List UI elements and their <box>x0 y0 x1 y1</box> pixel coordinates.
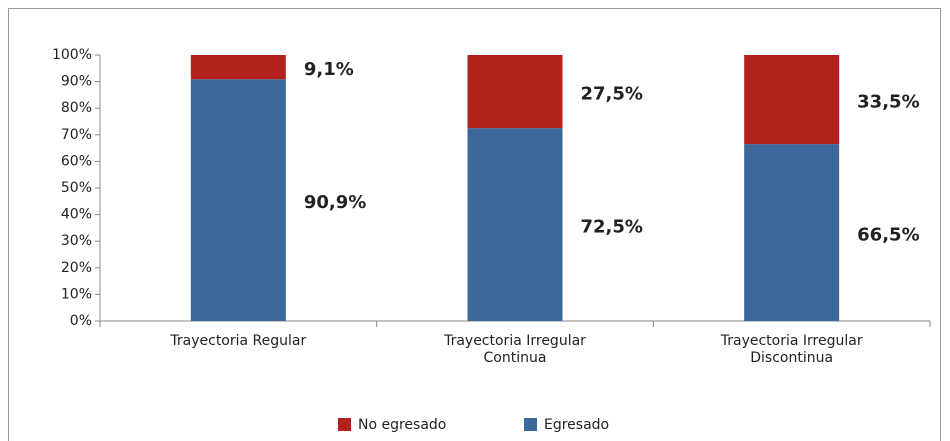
y-tick-label: 30% <box>61 233 92 249</box>
y-tick-label: 100% <box>52 47 92 63</box>
legend-label: No egresado <box>358 417 446 433</box>
x-tick-label: Trayectoria Regular <box>169 333 306 349</box>
x-tick-line: Discontinua <box>750 350 833 366</box>
x-tick-line: Trayectoria Irregular <box>443 333 586 349</box>
y-tick-label: 20% <box>61 260 92 276</box>
bar-segment <box>467 128 563 321</box>
legend-swatch <box>524 418 537 431</box>
legend-swatch <box>338 418 351 431</box>
value-label: 33,5% <box>857 92 919 113</box>
bar-segment <box>190 79 286 322</box>
value-label: 66,5% <box>857 225 919 246</box>
y-tick-label: 0% <box>70 313 92 329</box>
bar-segment <box>467 55 563 129</box>
x-tick-line: Trayectoria Irregular <box>720 333 863 349</box>
x-tick-line: Continua <box>484 350 547 366</box>
y-tick-label: 50% <box>61 180 92 196</box>
legend-label: Egresado <box>544 417 609 433</box>
y-tick-label: 70% <box>61 127 92 143</box>
bar-segment <box>744 144 840 321</box>
x-tick-label: Trayectoria Irregular Continua <box>443 333 586 366</box>
bar-segment <box>744 55 840 145</box>
value-label: 27,5% <box>581 84 643 105</box>
y-tick-label: 40% <box>61 207 92 223</box>
value-label: 72,5% <box>581 217 643 238</box>
y-tick-label: 60% <box>61 153 92 169</box>
value-label: 9,1% <box>304 59 354 80</box>
y-tick-label: 80% <box>61 100 92 116</box>
x-tick-label: Trayectoria Irregular Discontinua <box>720 333 863 366</box>
bar-segment <box>190 55 286 80</box>
y-tick-label: 10% <box>61 286 92 302</box>
y-tick-label: 90% <box>61 74 92 90</box>
value-label: 90,9% <box>304 192 366 213</box>
